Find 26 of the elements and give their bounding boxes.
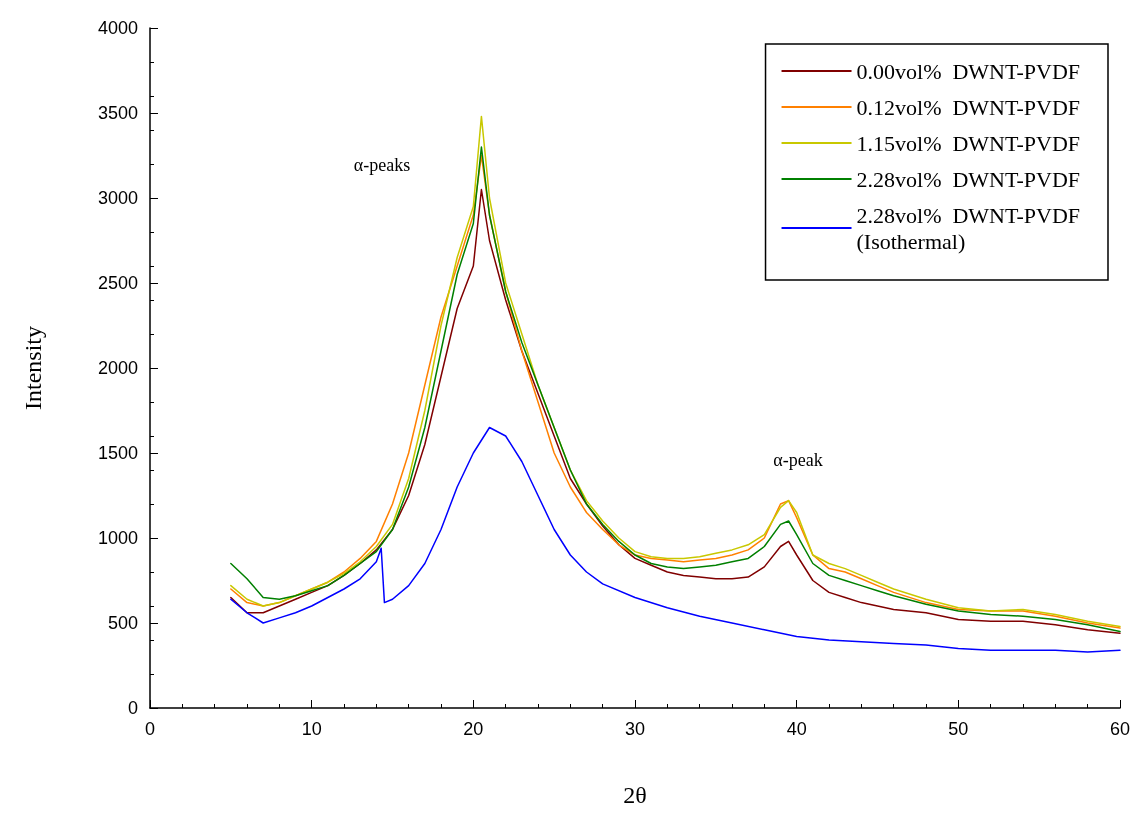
y-tick-label: 2500 (97, 273, 138, 293)
legend-label: 1.15vol% DWNT-PVDF (856, 130, 1081, 156)
x-tick-label: 50 (948, 719, 969, 739)
line-series (230, 426, 1121, 653)
y-tick-label: 1000 (97, 528, 138, 548)
legend-label: 2.28vol% DWNT-PVDF (Isothermal) (856, 202, 1081, 254)
x-tick-label: 30 (624, 719, 646, 739)
y-axis-title: Intensity (20, 326, 46, 410)
y-tick-label: 4000 (97, 18, 138, 38)
x-tick-label: 20 (463, 719, 484, 739)
y-tick-label: 2000 (97, 358, 138, 378)
legend-label: 0.00vol% DWNT-PVDF (856, 58, 1081, 84)
x-tick-label: 10 (301, 719, 322, 739)
y-tick-label: 3500 (97, 103, 138, 123)
x-axis-title: 2θ (623, 782, 647, 808)
x-tick-label: 60 (1109, 719, 1131, 739)
x-tick-label: 40 (786, 719, 807, 739)
y-tick-label: 500 (107, 613, 138, 633)
annotation: α-peaks (353, 155, 411, 175)
y-tick-label: 0 (127, 698, 138, 718)
y-tick-label: 3000 (97, 188, 138, 208)
y-tick-label: 1500 (97, 443, 138, 463)
legend-label: 0.12vol% DWNT-PVDF (856, 94, 1081, 120)
annotation: α-peak (773, 450, 823, 470)
legend-label: 2.28vol% DWNT-PVDF (856, 166, 1081, 192)
x-tick-label: 0 (144, 719, 156, 739)
